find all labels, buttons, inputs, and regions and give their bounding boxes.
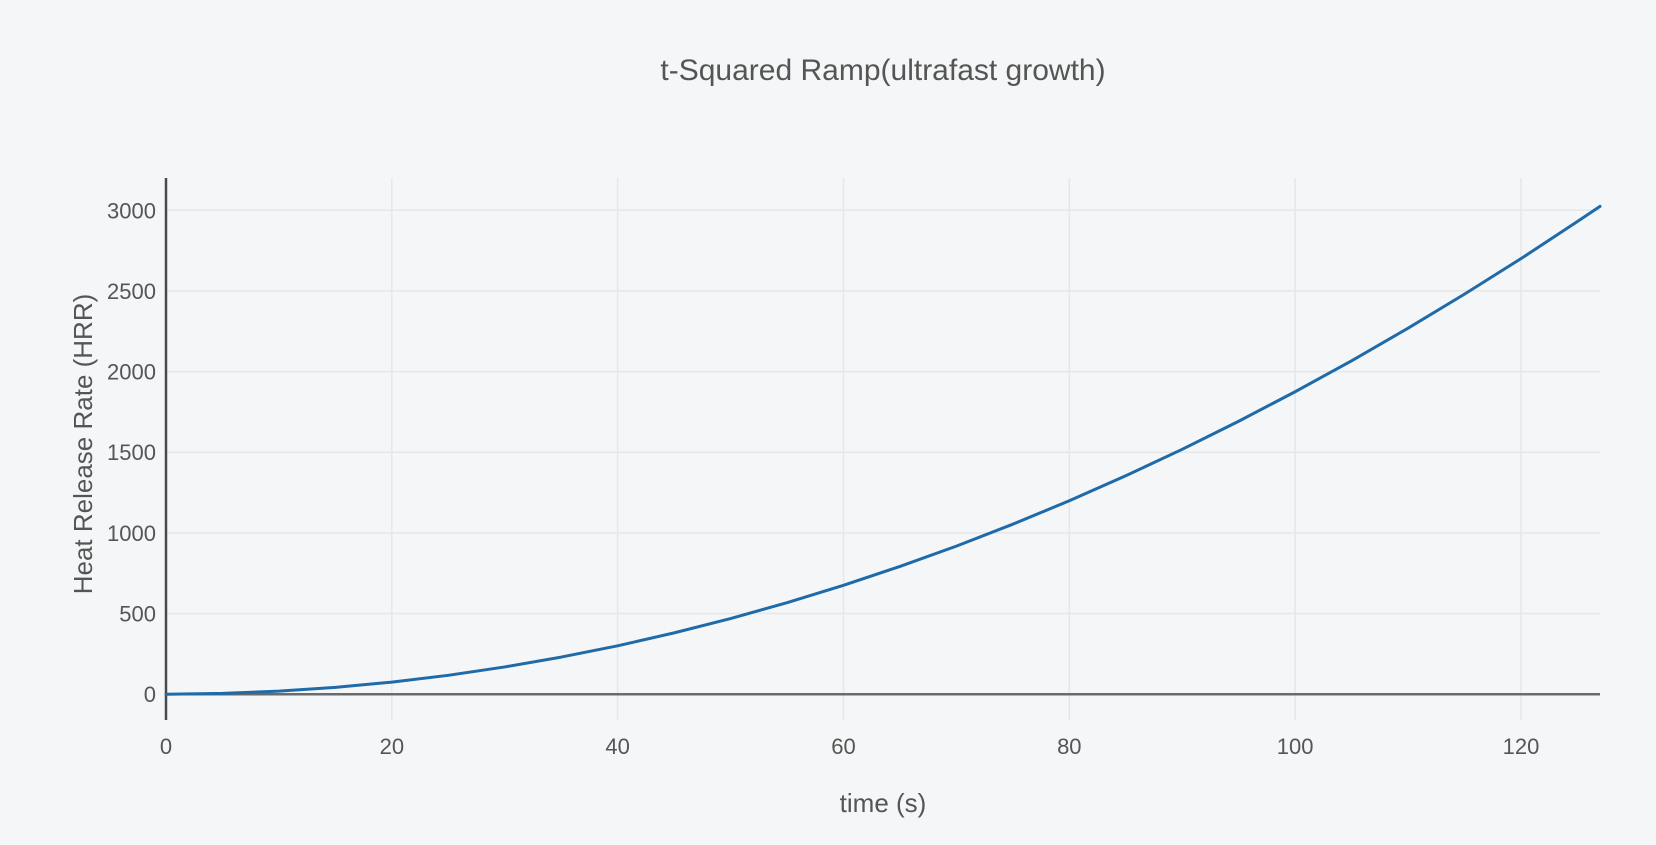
y-tick-label: 500	[119, 602, 156, 627]
x-tick-label: 40	[605, 734, 629, 759]
x-tick-label: 80	[1057, 734, 1081, 759]
y-tick-label: 3000	[107, 198, 156, 223]
y-tick-label: 1500	[107, 440, 156, 465]
x-tick-label: 120	[1503, 734, 1540, 759]
series-line-hrr	[164, 204, 1602, 696]
y-tick-label: 2500	[107, 279, 156, 304]
x-tick-label: 0	[160, 734, 172, 759]
y-axis-title: Heat Release Rate (HRR)	[68, 294, 98, 595]
x-axis-title: time (s)	[840, 788, 927, 818]
series-layer	[164, 204, 1602, 696]
y-tick-label: 1000	[107, 521, 156, 546]
chart-title: t-Squared Ramp(ultrafast growth)	[660, 54, 1105, 87]
x-tick-label: 60	[831, 734, 855, 759]
tick-label-layer: 0 20 40 60 80 100 120 0 500 1000 1500 2000 2500 3000	[107, 198, 1539, 759]
y-tick-label: 0	[144, 682, 156, 707]
x-tick-label: 100	[1277, 734, 1314, 759]
x-tick-label: 20	[380, 734, 404, 759]
grid-layer	[166, 178, 1600, 720]
y-tick-label: 2000	[107, 360, 156, 385]
axis-layer	[164, 178, 1600, 720]
